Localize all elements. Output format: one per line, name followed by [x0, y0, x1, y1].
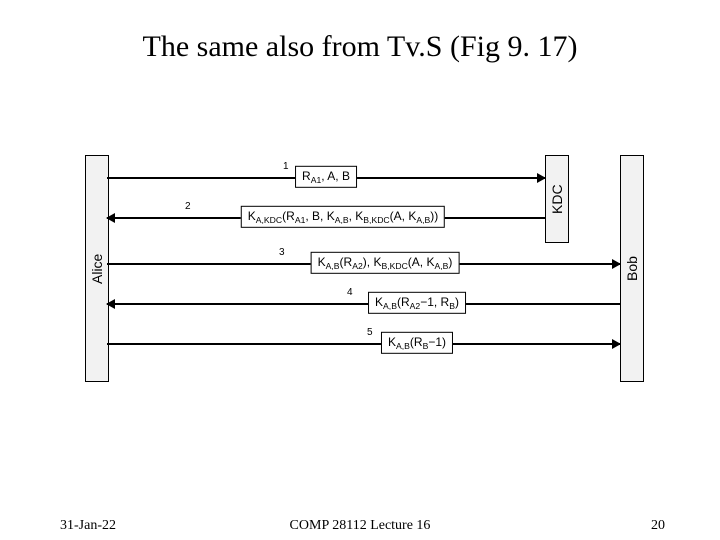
footer-page: 20: [651, 518, 665, 534]
message-number: 1: [283, 161, 289, 172]
message-number: 4: [347, 287, 353, 298]
participant-bob-label: Bob: [624, 256, 640, 281]
message-label: KA,B(RA2−1, RB): [368, 292, 466, 314]
message-number: 3: [279, 247, 285, 258]
participant-kdc: KDC: [545, 155, 569, 243]
message-arrow: [107, 343, 620, 345]
participant-kdc-label: KDC: [549, 184, 565, 214]
message-label: KA,KDC(RA1, B, KA,B, KB,KDC(A, KA,B)): [241, 206, 445, 228]
message-label: KA,B(RA2), KB,KDC(A, KA,B): [311, 252, 460, 274]
message-arrow: [107, 303, 620, 305]
participant-alice: Alice: [85, 155, 109, 382]
participant-alice-label: Alice: [89, 253, 105, 283]
sequence-diagram: Alice KDC Bob 1 RA1, A, B 2 KA,KDC(RA1, …: [85, 155, 645, 380]
participant-bob: Bob: [620, 155, 644, 382]
message-number: 2: [185, 201, 191, 212]
footer-title: COMP 28112 Lecture 16: [0, 518, 720, 534]
message-number: 5: [367, 327, 373, 338]
message-label: RA1, A, B: [295, 166, 357, 188]
message-label: KA,B(RB−1): [381, 332, 453, 354]
slide-title: The same also from Tv.S (Fig 9. 17): [0, 30, 720, 64]
